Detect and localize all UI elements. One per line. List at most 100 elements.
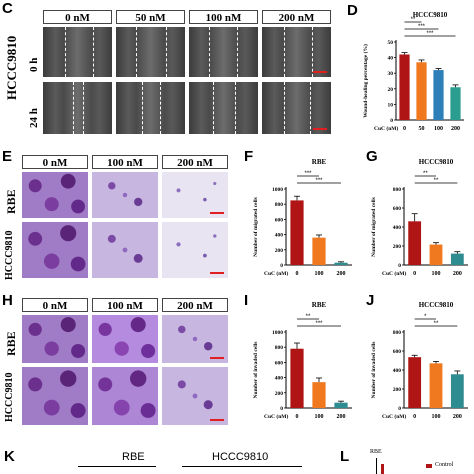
y-tick-label: 0	[280, 406, 283, 412]
chart-j: HCCC9810 0 200 400 600 800 Number of invaded c…	[371, 301, 468, 420]
y-tick-label: 0	[390, 118, 393, 124]
wound-image-24h-100nM	[189, 82, 258, 134]
sig-label: ***	[418, 24, 426, 30]
x-tick-label: 100	[315, 414, 324, 420]
sig-label: ***	[315, 321, 323, 327]
x-tick-label: 0	[413, 271, 416, 277]
bar-0	[399, 54, 410, 121]
y-tick-label: 200	[275, 391, 284, 397]
y-axis-label: Wound-healing percentage (%)	[362, 44, 369, 118]
panel-label-j: J	[366, 292, 375, 309]
panel-l-bar	[381, 464, 384, 474]
sig-label: **	[423, 171, 428, 177]
y-tick-label: 1000	[272, 330, 283, 336]
chart-title: HCCC9810	[419, 158, 454, 166]
x-tick-label: 100	[434, 126, 443, 132]
panel-label-d: D	[347, 2, 358, 19]
invasion-col-header-2: 200 nM	[162, 298, 228, 312]
bar-100	[312, 382, 326, 408]
chart-d: HCCC9810 0 10 20 30 40 50 Wound-healing percent…	[362, 11, 464, 132]
wound-image-24h-200nM	[262, 82, 331, 134]
panel-l-title: RBE	[370, 449, 382, 455]
x-tick-label: 100	[432, 414, 441, 420]
y-tick-label: 200	[393, 244, 402, 250]
y-axis-label: Number of migrated cells	[253, 197, 259, 257]
x-axis-label: CuC (nM)	[264, 413, 288, 420]
x-tick-label: 50	[419, 126, 425, 132]
chart-title: RBE	[312, 301, 327, 309]
y-tick-label: 0	[398, 406, 401, 412]
panel-label-h: H	[2, 292, 13, 309]
y-tick-label: 600	[275, 217, 284, 223]
x-tick-label: 0	[296, 271, 299, 277]
chart-g: HCCC9810 0 200 400 600 800 Number of migrated …	[371, 158, 468, 277]
x-tick-label: 0	[413, 414, 416, 420]
y-tick-label: 0	[280, 263, 283, 269]
bar-50	[416, 62, 427, 120]
panel-k-bracket-hccc9810	[182, 466, 302, 467]
y-axis-label: Number of migrated cells	[371, 197, 377, 257]
y-tick-label: 10	[388, 102, 394, 108]
wound-image-0h-200nM	[262, 27, 331, 77]
wound-row-label-1: 24 h	[28, 108, 40, 128]
y-axis-label: Number of invaded cells	[253, 342, 259, 399]
invasion-row-label-0: RBE	[4, 331, 18, 356]
y-tick-label: 30	[388, 71, 394, 77]
migration-image-rbe-0nM	[22, 172, 88, 218]
invasion-image-rbe-200nM	[162, 315, 228, 363]
sig-label: **	[306, 314, 311, 320]
wound-row-label-0: 0 h	[28, 57, 40, 72]
invasion-col-header-1: 100 nM	[92, 298, 158, 312]
migration-image-rbe-200nM	[162, 172, 228, 218]
y-tick-label: 400	[393, 368, 402, 374]
panel-label-i: I	[244, 292, 249, 309]
invasion-image-hccc9810-100nM	[92, 367, 158, 425]
x-tick-label: 100	[315, 271, 324, 277]
panel-l-axis	[376, 458, 377, 474]
wound-col-header-1: 50 nM	[116, 10, 185, 24]
migration-col-header-2: 200 nM	[162, 155, 228, 169]
bar-100	[312, 237, 326, 265]
invasion-image-hccc9810-0nM	[22, 367, 88, 425]
bar-0	[408, 221, 422, 265]
chart-title: RBE	[312, 158, 327, 166]
wound-image-24h-0nM	[43, 82, 112, 134]
wound-cell-line-label: HCCC9810	[4, 35, 19, 100]
wound-image-0h-0nM	[43, 27, 112, 77]
migration-row-label-0: RBE	[4, 189, 18, 214]
x-tick-label: 200	[453, 414, 462, 420]
invasion-row-label-1: HCCC9810	[4, 372, 15, 422]
invasion-image-hccc9810-200nM	[162, 367, 228, 425]
invasion-image-rbe-0nM	[22, 315, 88, 363]
y-tick-label: 800	[393, 330, 402, 336]
x-tick-label: 0	[296, 414, 299, 420]
panel-l-legend-label: Control	[435, 462, 454, 468]
bar-100	[429, 244, 443, 265]
migration-col-header-1: 100 nM	[92, 155, 158, 169]
migration-image-rbe-100nM	[92, 172, 158, 218]
y-tick-label: 600	[393, 349, 402, 355]
x-tick-label: 100	[432, 271, 441, 277]
y-tick-label: 200	[275, 248, 284, 254]
sig-label: **	[411, 17, 416, 23]
bar-100	[429, 363, 443, 408]
migration-image-hccc9810-100nM	[92, 222, 158, 278]
panel-k-bracket-rbe	[78, 466, 156, 467]
x-axis-label: CuC (nM)	[382, 413, 406, 420]
y-tick-label: 20	[388, 87, 394, 93]
chart-title: HCCC9810	[413, 11, 448, 19]
panel-label-g: G	[366, 148, 378, 165]
y-tick-label: 400	[275, 376, 284, 382]
sig-label: *	[424, 314, 427, 320]
bar-100	[433, 70, 444, 120]
bar-200	[450, 374, 464, 408]
panel-label-c: C	[2, 0, 13, 17]
bar-0	[290, 200, 304, 265]
bar-200	[334, 402, 348, 408]
panel-l-legend-swatch	[426, 464, 432, 468]
bar-200	[334, 262, 348, 265]
wound-col-header-0: 0 nM	[43, 10, 112, 24]
panel-label-l: L	[340, 448, 350, 465]
